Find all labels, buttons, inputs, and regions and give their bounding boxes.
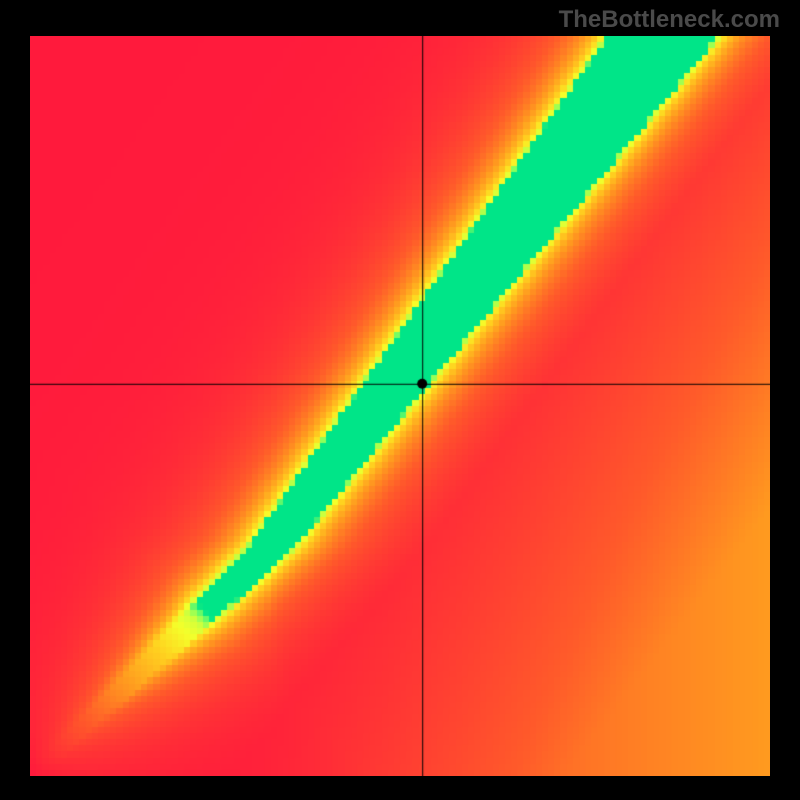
watermark-text: TheBottleneck.com bbox=[559, 6, 780, 34]
bottleneck-heatmap bbox=[30, 36, 770, 776]
